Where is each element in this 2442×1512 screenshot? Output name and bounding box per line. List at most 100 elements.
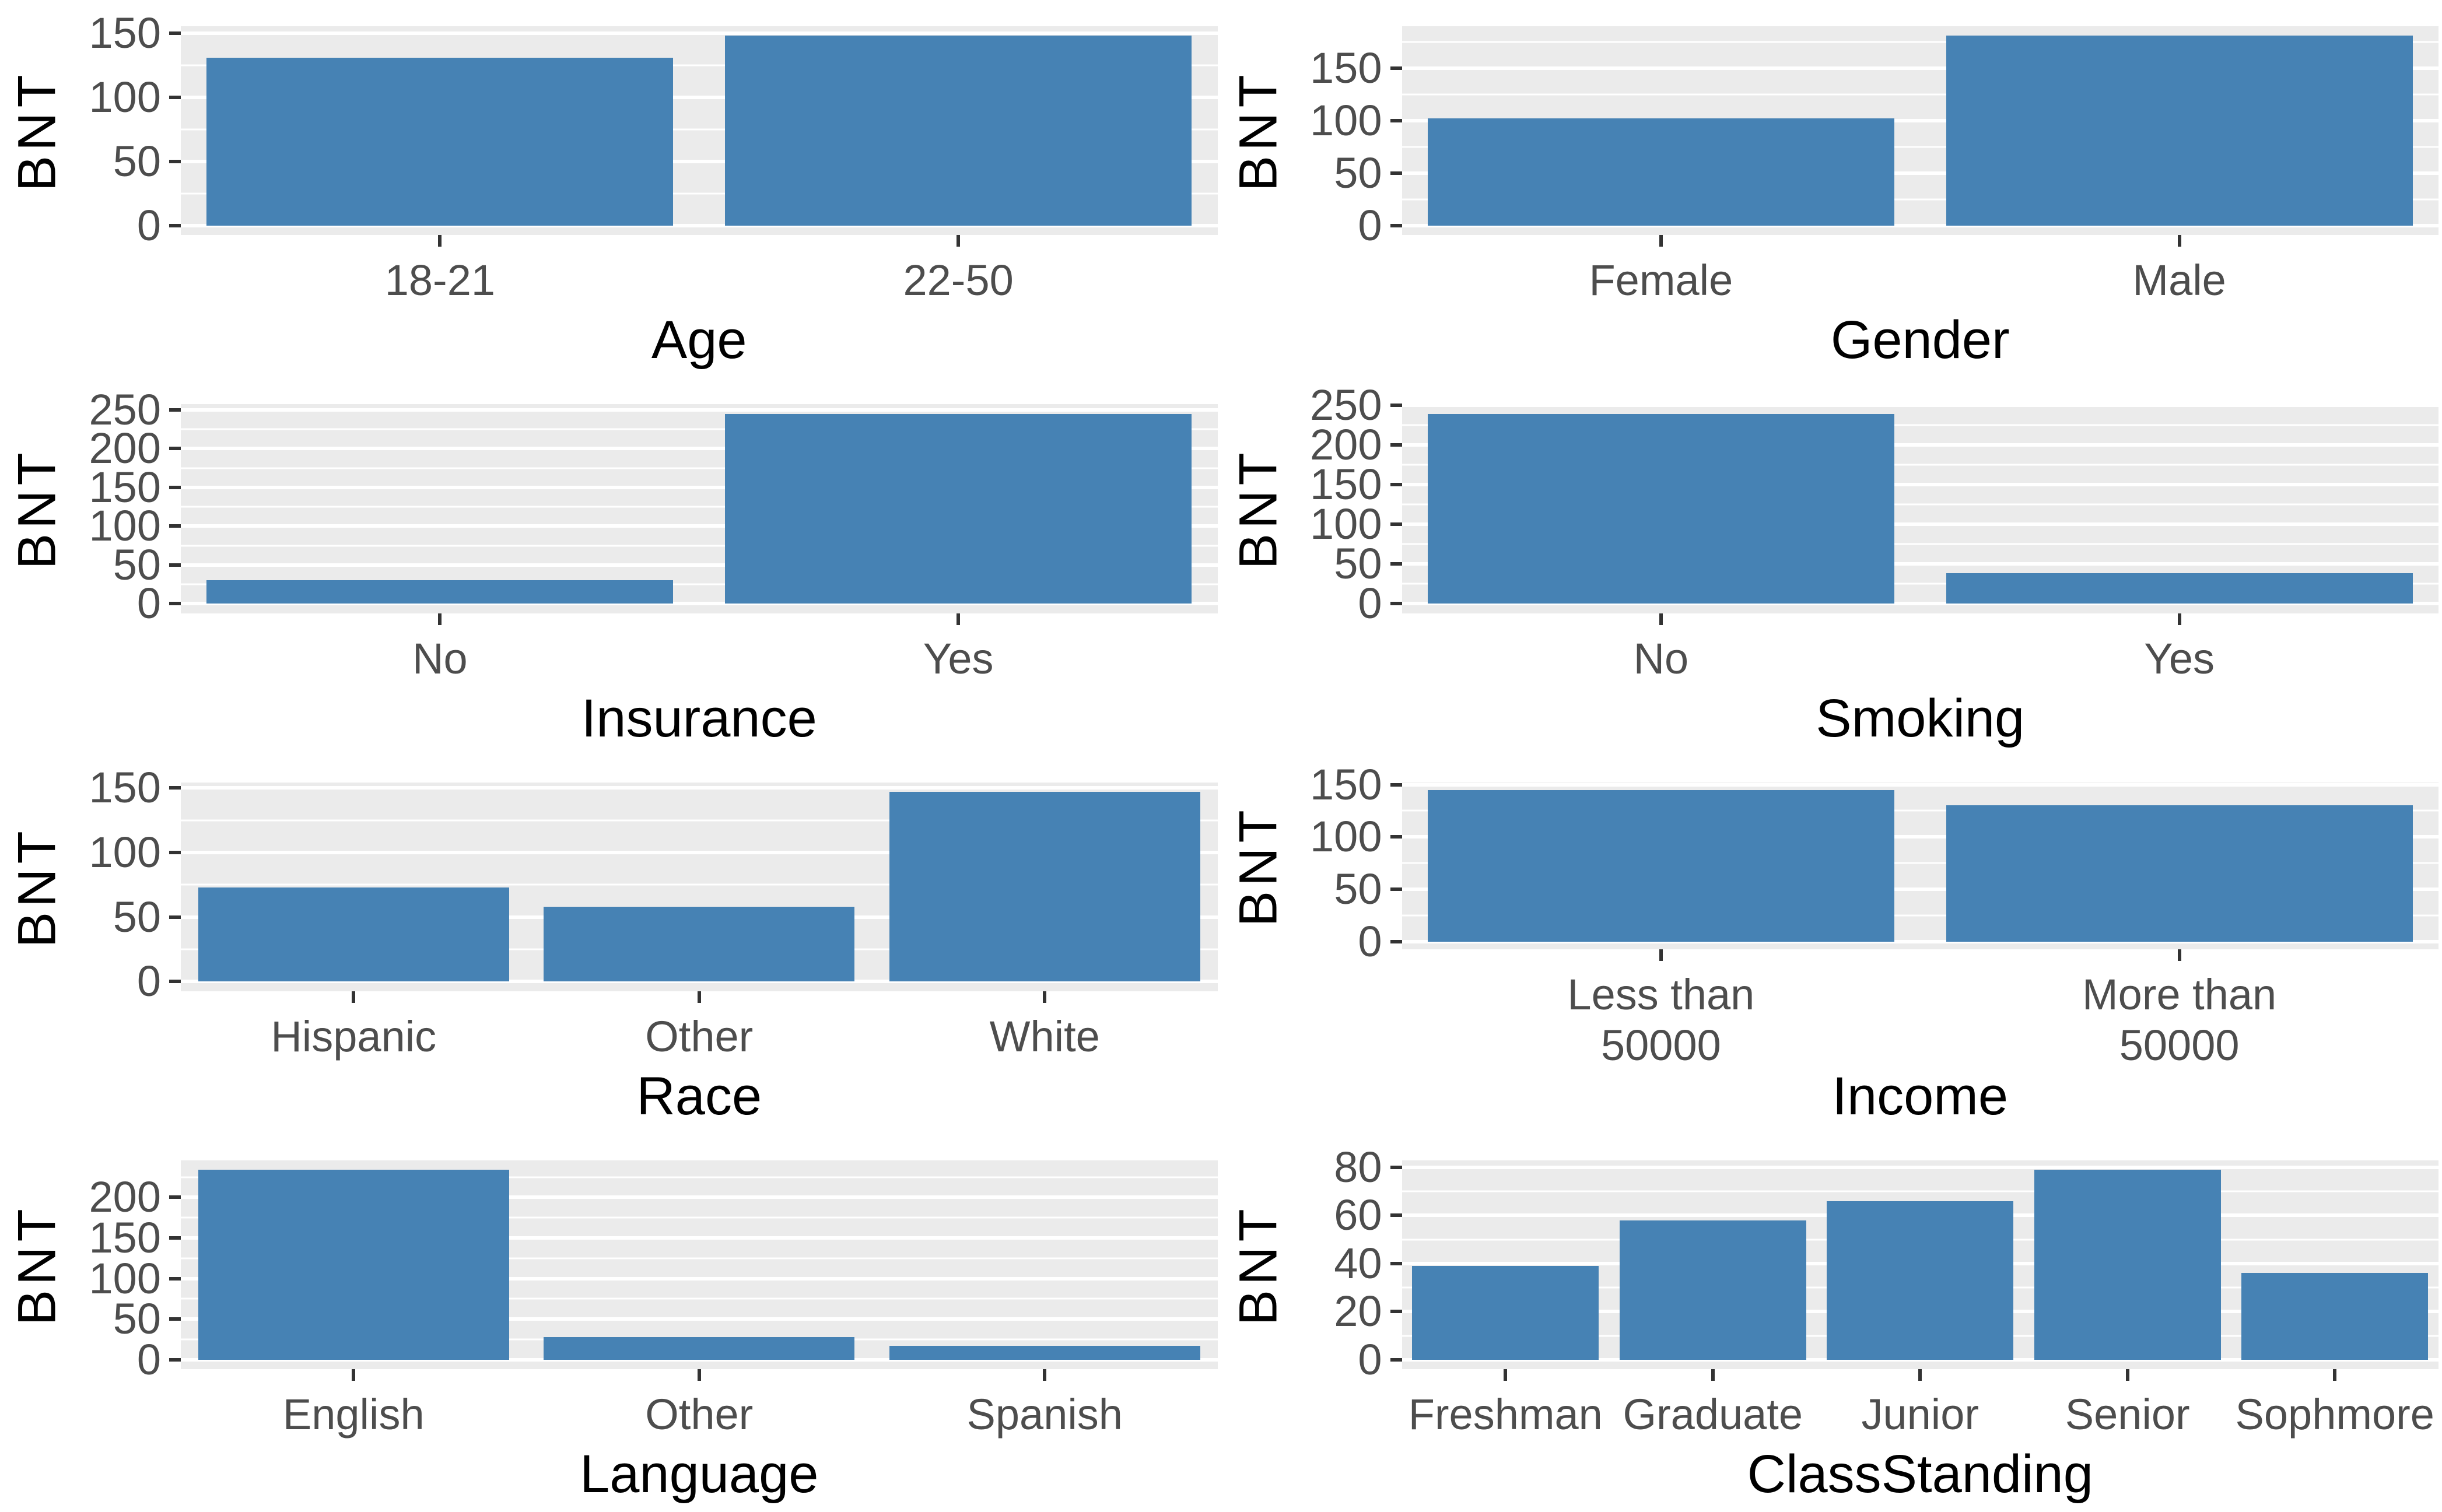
gridline-minor [1402, 198, 2439, 201]
x-slot: Graduate [1609, 1369, 1817, 1512]
gridline-major [1402, 171, 2439, 175]
x-axis: 18-21 22-50 [181, 235, 1218, 378]
gridline-major [1402, 482, 2439, 486]
y-tick-label: 50 [1334, 539, 1382, 588]
bar [725, 36, 1192, 226]
x-slot: Other [527, 991, 873, 1134]
y-tick-label: 20 [1334, 1287, 1382, 1336]
y-tick-mark [1390, 66, 1402, 71]
gridline-major [1402, 783, 2439, 787]
x-tick-mark [438, 613, 442, 625]
x-slot: Junior [1817, 1369, 2024, 1512]
gridline-minor [181, 1216, 1218, 1219]
gridline-major [181, 850, 1218, 854]
y-tick-mark [1390, 887, 1402, 892]
x-axis-title: Language [580, 1444, 819, 1504]
bar-slot [181, 404, 699, 613]
gridline-major [181, 95, 1218, 99]
y-tick-mark [169, 786, 181, 790]
y-tick-label: 100 [89, 501, 161, 550]
y-tick-mark [1390, 1165, 1402, 1169]
x-tick-label: Sophmore [2235, 1390, 2434, 1439]
bar-slot [527, 783, 873, 991]
bar-slot [1402, 1160, 1610, 1369]
y-tick-mark [1390, 443, 1402, 447]
bar-slot [1817, 1160, 2024, 1369]
y-tick-label: 200 [89, 1173, 161, 1222]
bars [1402, 404, 2439, 613]
gridline-minor [1402, 93, 2439, 96]
bar-slot [181, 783, 527, 991]
x-tick-label: English [282, 1390, 425, 1439]
x-tick-mark [697, 991, 701, 1003]
gridline-major [1402, 522, 2439, 526]
bars [1402, 1160, 2439, 1369]
y-axis-ticks: 0 50 100 150 [1221, 26, 1402, 247]
x-tick-label: Freshman [1408, 1390, 1603, 1439]
y-tick-mark [169, 408, 181, 412]
bar-slot [1920, 404, 2439, 613]
y-tick-label: 100 [1310, 96, 1382, 145]
gridline-minor [181, 1257, 1218, 1260]
bar [1946, 805, 2413, 942]
gridline-major [1402, 443, 2439, 447]
y-tick-label: 50 [113, 1295, 161, 1343]
bar-slot [1609, 1160, 1817, 1369]
bar [1827, 1201, 2014, 1360]
y-tick-label: 150 [89, 8, 161, 57]
y-tick-mark [169, 1236, 181, 1240]
x-tick-mark [2177, 235, 2181, 247]
y-tick-label: 40 [1334, 1239, 1382, 1288]
bar-slot [181, 26, 699, 235]
gridline-minor [1402, 503, 2439, 506]
x-tick-mark [1504, 1369, 1508, 1381]
bar [206, 580, 674, 604]
y-tick-mark [169, 31, 181, 35]
x-tick-label: No [412, 634, 468, 683]
gridline-major [181, 223, 1218, 227]
y-tick-label: 200 [1310, 420, 1382, 469]
bar-slot [699, 404, 1218, 613]
x-slot: Spanish [872, 1369, 1218, 1512]
x-slot: 22-50 [699, 235, 1218, 378]
bar [1946, 36, 2413, 226]
gridline-minor [1402, 543, 2439, 545]
y-tick-mark [1390, 403, 1402, 407]
y-axis-ticks: 0 50 100 150 200 250 [1221, 383, 1402, 625]
gridline-major [181, 447, 1218, 451]
y-tick-label: 50 [1334, 149, 1382, 197]
gridline-minor [1402, 583, 2439, 585]
y-tick-mark [1390, 171, 1402, 175]
y-tick-mark [169, 1317, 181, 1321]
gridline-minor [1402, 146, 2439, 148]
gridline-major [1402, 1357, 2439, 1362]
bar [544, 1336, 855, 1360]
bar [1427, 790, 1894, 942]
y-tick-label: 150 [1310, 760, 1382, 809]
x-tick-label-line: 50000 [2119, 1021, 2240, 1070]
x-tick-mark [2177, 613, 2181, 625]
x-slot: White [872, 991, 1218, 1134]
gridline-major [181, 786, 1218, 790]
y-tick-mark [169, 485, 181, 489]
gridline-minor [181, 545, 1218, 547]
bars [181, 783, 1218, 991]
gridline-major [181, 408, 1218, 412]
plot-panel [181, 1160, 1218, 1369]
y-tick-mark [1390, 482, 1402, 486]
y-tick-mark [169, 95, 181, 99]
y-axis-ticks: 0 50 100 150 [0, 11, 181, 247]
bar [198, 1170, 509, 1360]
bar [2241, 1273, 2429, 1360]
gridline-major [1402, 887, 2439, 892]
y-tick-label: 100 [89, 1254, 161, 1303]
bar [1619, 1220, 1806, 1360]
gridline-major [181, 1195, 1218, 1199]
gridline-minor [181, 1297, 1218, 1300]
bar [889, 1346, 1200, 1360]
y-tick-mark [169, 1276, 181, 1281]
gridline-major [181, 1236, 1218, 1240]
plot-panel [1402, 1160, 2439, 1369]
bar [889, 791, 1200, 982]
y-tick-label: 80 [1334, 1142, 1382, 1191]
